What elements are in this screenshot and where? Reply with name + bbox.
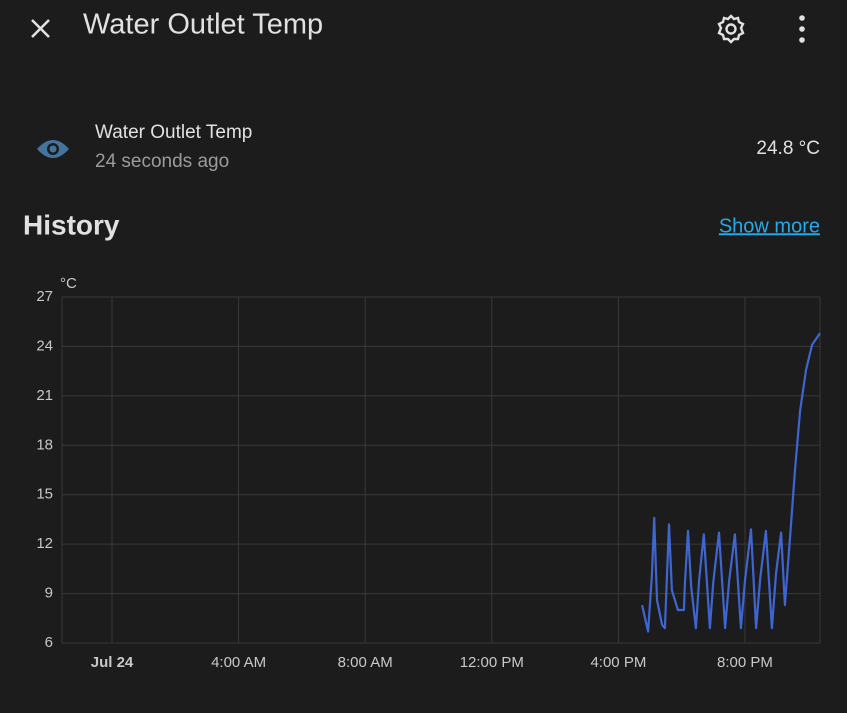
x-tick-label: 12:00 PM (460, 654, 524, 671)
history-title: History (23, 209, 120, 240)
x-tick-label: 4:00 PM (590, 654, 646, 671)
chart: 6 9 12 15 18 21 24 27 Jul 24 4:00 AM 8:00 AM 12:00 … (36, 288, 821, 671)
x-tick-label: Jul 24 (91, 654, 134, 671)
y-unit-label: °C (60, 275, 77, 292)
close-button[interactable] (31, 19, 50, 38)
x-tick-label: 8:00 AM (338, 654, 393, 671)
settings-button[interactable] (717, 14, 745, 44)
y-tick-label: 18 (36, 436, 53, 453)
y-tick-label: 6 (45, 634, 53, 651)
dialog-title: Water Outlet Temp (83, 9, 323, 41)
last-changed: 24 seconds ago (95, 151, 229, 172)
y-tick-label: 12 (36, 535, 53, 552)
y-tick-label: 24 (36, 337, 53, 354)
x-tick-label: 8:00 PM (717, 654, 773, 671)
y-tick-label: 27 (36, 288, 53, 305)
x-tick-label: 4:00 AM (211, 654, 266, 671)
entity-icon (37, 140, 69, 158)
y-tick-label: 9 (45, 585, 53, 602)
temperature-line (641, 332, 821, 633)
y-tick-label: 21 (36, 387, 53, 404)
show-more-link[interactable]: Show more (719, 215, 820, 237)
y-tick-label: 15 (36, 486, 53, 503)
menu-button[interactable] (799, 15, 805, 43)
entity-name: Water Outlet Temp (95, 122, 252, 143)
entity-state: 24.8 °C (756, 138, 820, 159)
